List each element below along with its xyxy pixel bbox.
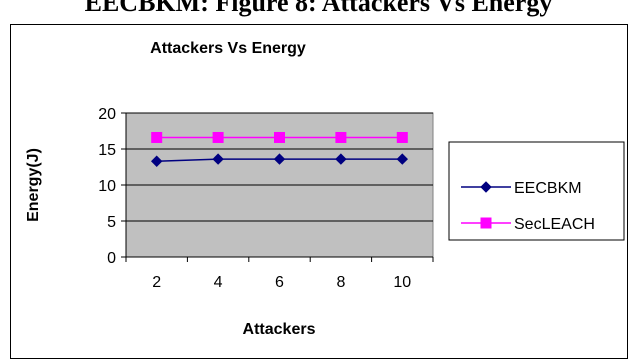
x-axis-title: Attackers	[243, 321, 316, 338]
page-title: EECBKM: Figure 8: Attackers Vs Energy	[0, 0, 637, 18]
chart-title: Attackers Vs Energy	[150, 40, 306, 57]
legend: EECBKM SecLEACH	[448, 141, 625, 241]
chart-frame: Attackers Vs Energy 0 5 10 15 20 2 4 6 8 10 Atta…	[10, 24, 628, 359]
y-tick-labels: 0 5 10 15 20	[98, 106, 116, 267]
x-tick-label: 8	[336, 274, 345, 291]
y-tick-label: 20	[98, 106, 116, 123]
legend-marker	[480, 181, 492, 193]
page-title-text: EECBKM: Figure 8: Attackers Vs Energy	[84, 0, 553, 17]
data-point-eecbkm	[150, 155, 163, 167]
x-tick-label: 4	[214, 274, 223, 291]
gridlines	[126, 112, 433, 222]
x-tick-label: 10	[393, 274, 411, 291]
legend-label: EECBKM	[514, 180, 582, 197]
y-tick-label: 10	[98, 178, 116, 195]
data-point-secleach	[335, 131, 347, 143]
data-point-secleach	[212, 131, 224, 143]
x-tick-labels: 2 4 6 8 10	[152, 274, 411, 291]
data-point-secleach	[396, 131, 408, 143]
axes	[121, 112, 434, 262]
series-secleach	[151, 131, 408, 143]
y-tick-label: 0	[107, 250, 116, 267]
data-point-eecbkm	[212, 153, 224, 165]
legend-marker	[480, 217, 492, 229]
chart-svg: Attackers Vs Energy 0 5 10 15 20 2 4 6 8 10 Atta…	[25, 40, 625, 338]
data-point-eecbkm	[335, 153, 347, 165]
data-point-secleach	[151, 131, 163, 143]
series-layer	[150, 131, 409, 167]
x-tick-label: 2	[152, 274, 161, 291]
series-eecbkm	[150, 153, 409, 167]
x-tick-label: 6	[275, 274, 284, 291]
data-point-eecbkm	[396, 153, 409, 165]
legend-entry-secleach: SecLEACH	[461, 216, 595, 233]
data-point-secleach	[274, 131, 285, 143]
y-axis-title: Energy(J)	[25, 148, 42, 222]
y-tick-label: 15	[98, 142, 116, 159]
y-tick-label: 5	[107, 214, 116, 231]
legend-entry-eecbkm: EECBKM	[461, 180, 582, 197]
legend-label: SecLEACH	[514, 216, 595, 233]
data-point-eecbkm	[273, 153, 286, 165]
